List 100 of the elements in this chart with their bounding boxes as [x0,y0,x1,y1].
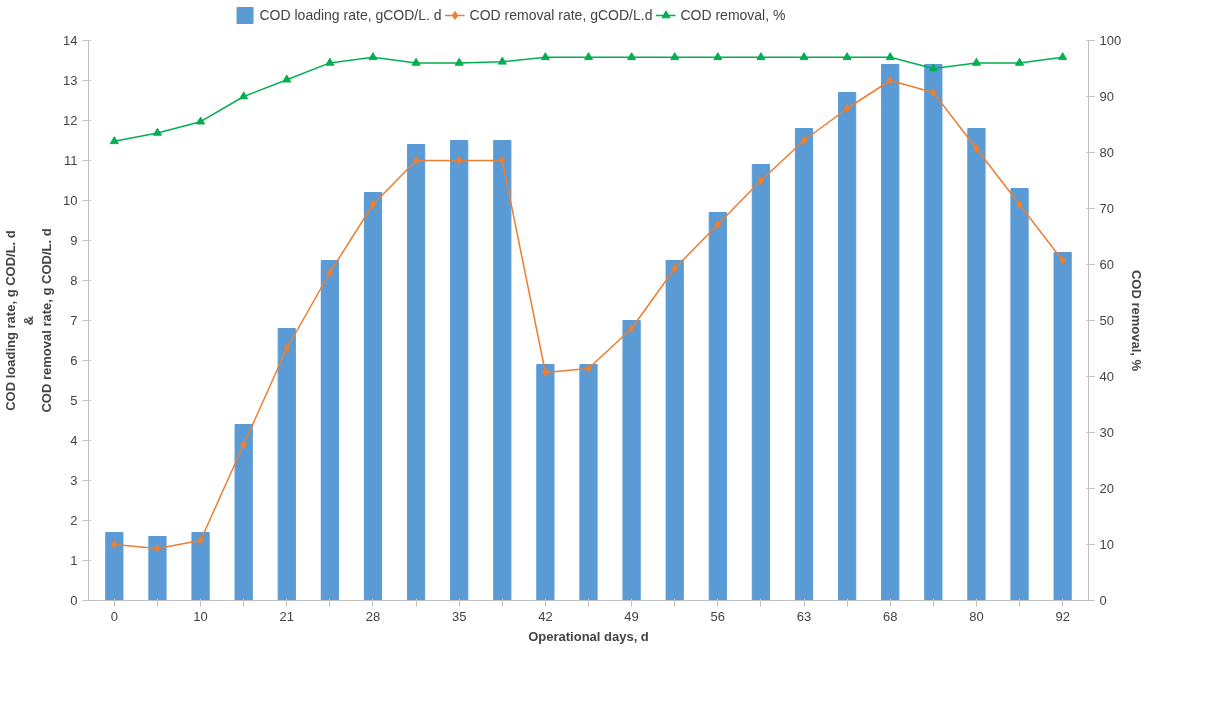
x-tick-label: 28 [365,608,381,624]
point [109,136,119,145]
point [497,56,507,65]
point [369,200,377,209]
point [454,57,464,66]
bar [665,260,684,601]
legend-label: COD loading rate, gCOD/L. d [259,7,442,23]
point [154,544,161,553]
bar [406,144,426,601]
x-axis-title: Operational days, d [528,628,649,644]
point [756,52,766,61]
y2-tick-label: 50 [1099,313,1114,328]
point [757,176,765,185]
bar [234,424,253,601]
bar [751,164,771,601]
point [325,57,335,66]
bar [794,128,814,601]
y2-axis-title: COD removal, % [1129,269,1145,372]
bar [967,128,986,601]
bar [450,140,469,601]
y-tick-label: 12 [63,113,78,128]
point [713,52,723,61]
bar [708,212,727,601]
x-tick-label: 42 [538,608,553,624]
point [584,52,593,61]
y2-tick-label: 40 [1099,369,1114,384]
point [282,74,292,83]
point [239,91,249,100]
point [412,156,420,165]
point [326,268,334,277]
x-tick-label: 56 [710,608,726,624]
y2-tick-label: 0 [1099,593,1107,608]
point [842,52,852,61]
point [197,536,204,545]
x-tick-label: 21 [279,608,295,624]
point [283,344,290,353]
bar [148,536,167,601]
point [800,136,808,145]
y-tick-label: 0 [70,593,78,608]
y-tick-label: 11 [64,153,78,168]
x-tick-label: 10 [193,608,208,624]
point [111,540,118,549]
point [714,220,721,229]
y2-tick-label: 70 [1099,201,1114,216]
x-tick-label: 49 [624,608,639,624]
y-tick-label: 6 [70,353,78,368]
point [1016,200,1023,209]
y-tick-label: 4 [70,433,78,448]
bar [622,320,641,601]
y2-tick-label: 100 [1099,33,1122,48]
point [542,368,549,377]
bar [881,64,900,601]
legend-label: COD removal rate, gCOD/L.d [469,7,653,23]
point [930,88,937,97]
y-tick-label: 2 [70,513,78,528]
point [628,324,635,333]
point [973,144,980,153]
y2-tick-label: 60 [1099,257,1114,272]
point [585,364,592,373]
point [670,52,680,61]
bar [277,328,296,601]
bar [105,532,124,601]
y2-tick-label: 30 [1099,425,1114,440]
y-tick-label: 8 [70,273,78,288]
x-tick-label: 0 [110,608,118,624]
bar [363,192,383,601]
y2-tick-label: 90 [1099,89,1114,104]
x-tick-label: 68 [882,608,898,624]
point [499,156,506,165]
point [1015,57,1025,66]
y-tick-label: 3 [70,473,78,488]
bar [1010,188,1029,601]
point [885,52,895,61]
point [240,440,247,449]
point [1059,256,1066,265]
x-tick-label: 92 [1055,608,1070,624]
x-tick-label: 63 [796,608,812,624]
point [196,116,206,125]
y-axis-title: COD loading rate, g COD/L. d & COD removal rate, g COD/L. d [3,228,55,413]
x-tick-label: 35 [451,608,467,624]
point [411,57,421,66]
point [627,52,637,61]
legend-label: COD removal, % [680,7,786,23]
point [456,156,463,165]
y-tick-label: 7 [70,313,78,328]
bar [493,140,512,601]
bar [579,364,598,601]
point [887,76,894,85]
point [368,52,378,61]
bar [191,532,210,601]
bar [1053,252,1072,601]
point [152,127,162,136]
point [971,57,981,66]
point [671,264,678,273]
y-tick-label: 13 [63,73,78,88]
y-tick-label: 9 [70,233,78,248]
x-tick-label: 80 [969,608,984,624]
bar [924,64,943,601]
y-tick-label: 14 [63,33,78,48]
point [843,104,851,113]
